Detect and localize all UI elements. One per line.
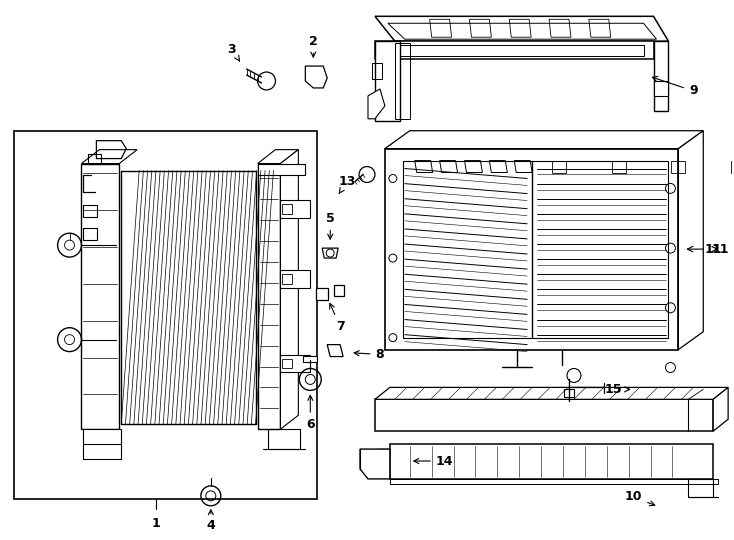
Polygon shape — [280, 200, 310, 218]
Text: 13: 13 — [338, 175, 356, 193]
Polygon shape — [322, 248, 338, 258]
Text: 15: 15 — [605, 383, 630, 396]
Polygon shape — [375, 41, 653, 59]
Polygon shape — [713, 387, 728, 431]
Polygon shape — [258, 150, 298, 164]
Polygon shape — [280, 270, 310, 288]
Polygon shape — [360, 449, 390, 479]
Bar — [84, 205, 98, 217]
Polygon shape — [375, 400, 713, 431]
Polygon shape — [688, 479, 713, 497]
Polygon shape — [81, 164, 120, 429]
Text: 6: 6 — [306, 395, 315, 431]
Polygon shape — [653, 41, 669, 111]
Polygon shape — [280, 150, 298, 429]
Bar — [564, 389, 574, 397]
Bar — [303, 355, 317, 361]
Bar — [84, 228, 98, 240]
Polygon shape — [390, 444, 713, 479]
Polygon shape — [334, 285, 344, 296]
Bar — [283, 204, 292, 214]
Polygon shape — [327, 345, 343, 356]
Polygon shape — [385, 148, 678, 349]
Polygon shape — [385, 131, 703, 149]
Text: 11: 11 — [711, 242, 729, 255]
Text: 10: 10 — [625, 490, 655, 506]
Polygon shape — [305, 66, 327, 88]
Polygon shape — [84, 429, 121, 444]
Text: 9: 9 — [653, 77, 697, 97]
Polygon shape — [388, 23, 656, 39]
Polygon shape — [653, 81, 669, 96]
Polygon shape — [375, 41, 400, 121]
Text: 5: 5 — [326, 212, 335, 239]
Polygon shape — [280, 355, 310, 373]
Text: 3: 3 — [228, 43, 239, 61]
Bar — [283, 274, 292, 284]
Text: 7: 7 — [330, 303, 344, 333]
Text: 12: 12 — [0, 539, 1, 540]
Bar — [14, 131, 317, 499]
Polygon shape — [375, 16, 669, 41]
Polygon shape — [375, 387, 728, 400]
Text: 1: 1 — [152, 517, 161, 530]
Polygon shape — [81, 150, 137, 164]
Text: 2: 2 — [309, 35, 318, 57]
Polygon shape — [678, 131, 703, 349]
Polygon shape — [377, 449, 397, 467]
Polygon shape — [316, 288, 328, 300]
Text: 11: 11 — [705, 242, 722, 255]
Text: 4: 4 — [206, 510, 215, 532]
Bar — [283, 359, 292, 368]
Text: 8: 8 — [354, 348, 384, 361]
Text: 14: 14 — [414, 455, 454, 468]
Polygon shape — [258, 164, 280, 429]
Polygon shape — [368, 89, 385, 119]
Polygon shape — [258, 164, 305, 176]
